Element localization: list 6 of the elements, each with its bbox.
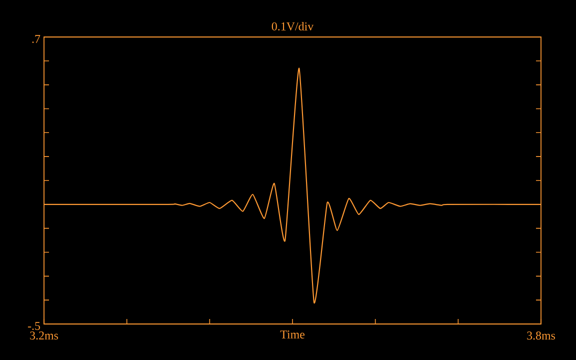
y-tick-label: .7 bbox=[32, 34, 40, 43]
x-tick-label: 3.8ms bbox=[527, 332, 556, 340]
x-tick-label: 3.2ms bbox=[30, 332, 58, 340]
chart-title: 0.1V/div bbox=[272, 22, 314, 30]
y-tick-label: -.5 bbox=[28, 322, 40, 330]
x-axis-title: Time bbox=[280, 330, 304, 339]
